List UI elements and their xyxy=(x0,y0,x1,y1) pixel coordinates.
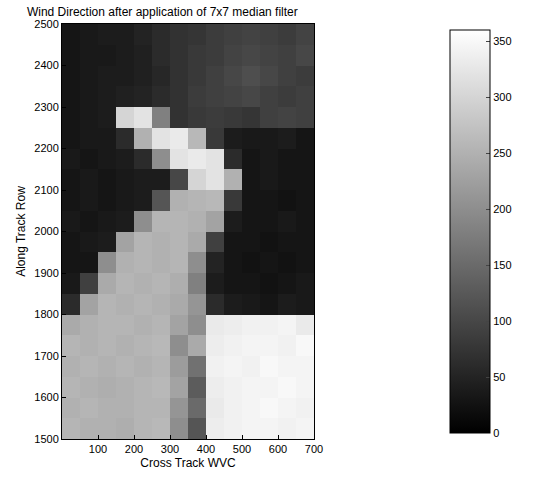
svg-text:100: 100 xyxy=(89,443,107,455)
svg-text:2000: 2000 xyxy=(34,225,58,237)
svg-text:2400: 2400 xyxy=(34,59,58,71)
svg-text:Along Track Row: Along Track Row xyxy=(14,186,28,277)
svg-text:700: 700 xyxy=(305,443,323,455)
svg-text:200: 200 xyxy=(493,203,511,215)
svg-text:2500: 2500 xyxy=(34,18,58,30)
svg-text:50: 50 xyxy=(493,371,505,383)
svg-text:2100: 2100 xyxy=(34,184,58,196)
svg-text:0: 0 xyxy=(493,427,499,439)
svg-text:1900: 1900 xyxy=(34,267,58,279)
svg-text:Cross Track WVC: Cross Track WVC xyxy=(140,456,236,470)
svg-text:600: 600 xyxy=(269,443,287,455)
svg-text:200: 200 xyxy=(125,443,143,455)
svg-text:150: 150 xyxy=(493,259,511,271)
svg-text:250: 250 xyxy=(493,147,511,159)
svg-text:350: 350 xyxy=(493,35,511,47)
svg-text:500: 500 xyxy=(233,443,251,455)
svg-text:300: 300 xyxy=(493,91,511,103)
svg-text:1600: 1600 xyxy=(34,391,58,403)
svg-text:1500: 1500 xyxy=(34,433,58,445)
svg-text:400: 400 xyxy=(197,443,215,455)
svg-text:300: 300 xyxy=(161,443,179,455)
svg-text:2300: 2300 xyxy=(34,101,58,113)
svg-text:2200: 2200 xyxy=(34,142,58,154)
svg-text:1700: 1700 xyxy=(34,350,58,362)
svg-text:100: 100 xyxy=(493,315,511,327)
svg-text:1800: 1800 xyxy=(34,308,58,320)
svg-text:Wind Direction after applicati: Wind Direction after application of 7x7 … xyxy=(27,5,298,19)
